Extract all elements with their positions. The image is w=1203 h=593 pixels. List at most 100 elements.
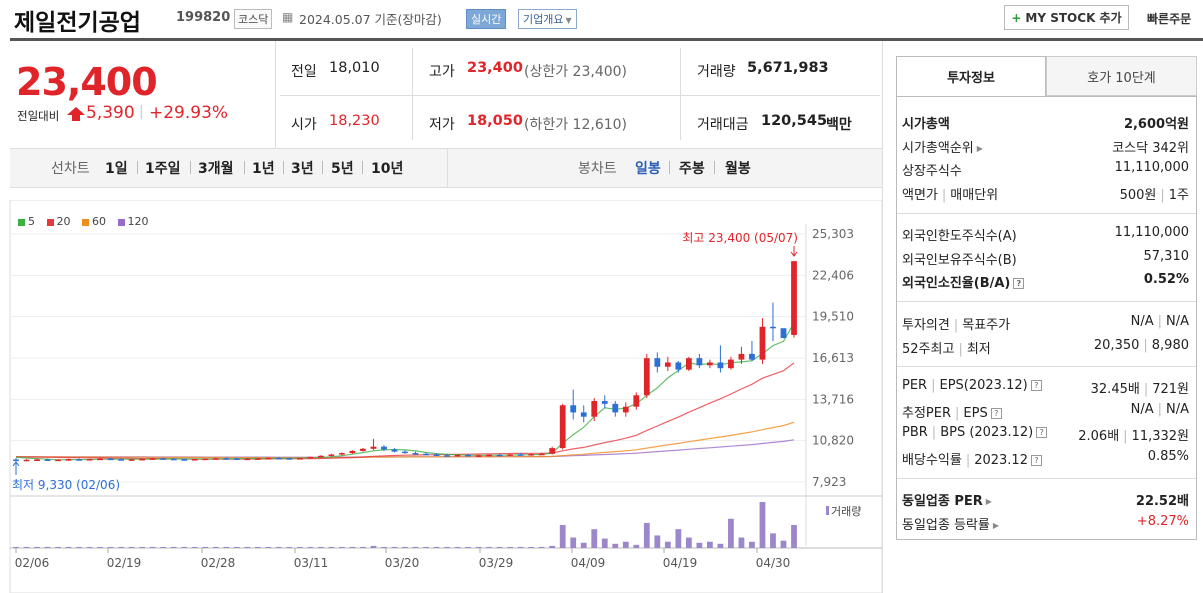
candle-body[interactable] bbox=[612, 403, 619, 413]
candle-body[interactable] bbox=[591, 400, 598, 417]
candle-body[interactable] bbox=[86, 459, 93, 461]
help-icon[interactable]: ? bbox=[1013, 278, 1025, 289]
candle-body[interactable] bbox=[97, 458, 103, 461]
candle-body[interactable] bbox=[55, 459, 61, 462]
candle-body[interactable] bbox=[254, 458, 261, 460]
help-icon[interactable]: ? bbox=[1036, 427, 1048, 438]
candle-body[interactable] bbox=[370, 446, 377, 449]
tab-1w[interactable]: 1주일 bbox=[145, 161, 181, 177]
tab-line-chart[interactable]: 선차트 bbox=[51, 161, 90, 177]
candle-body[interactable] bbox=[444, 455, 450, 457]
candle-body[interactable] bbox=[475, 455, 482, 457]
candle-body[interactable] bbox=[275, 457, 282, 460]
candle-body[interactable] bbox=[23, 459, 30, 462]
help-icon[interactable]: ? bbox=[990, 407, 1002, 419]
tab-monthly[interactable]: 월봉 bbox=[725, 161, 751, 177]
candle-body[interactable] bbox=[496, 454, 503, 457]
candle-body[interactable] bbox=[654, 358, 661, 367]
chevron-right-icon[interactable]: ▶ bbox=[976, 143, 983, 153]
realtime-button[interactable]: 실시간 bbox=[466, 9, 507, 29]
candle-body[interactable] bbox=[381, 446, 387, 450]
tab-1y[interactable]: 1년 bbox=[252, 161, 275, 177]
candle-body[interactable] bbox=[707, 362, 713, 366]
candle-body[interactable] bbox=[643, 358, 650, 396]
chevron-right-icon[interactable]: ▶ bbox=[985, 497, 992, 506]
tab-daily[interactable]: 일봉 bbox=[635, 161, 661, 177]
mystock-add-button[interactable]: + MY STOCK 추가 bbox=[1004, 5, 1129, 30]
candle-body[interactable] bbox=[160, 458, 167, 460]
candle-body[interactable] bbox=[391, 449, 398, 452]
candle-body[interactable] bbox=[759, 326, 766, 360]
candle-body[interactable] bbox=[601, 400, 608, 404]
candle-body[interactable] bbox=[339, 453, 345, 455]
candle-body[interactable] bbox=[44, 459, 51, 461]
candle-body[interactable] bbox=[717, 362, 724, 369]
candle-body[interactable] bbox=[685, 358, 692, 370]
tab-1d[interactable]: 1일 bbox=[105, 161, 128, 177]
candle-body[interactable] bbox=[728, 359, 734, 369]
candle-body[interactable] bbox=[633, 395, 640, 407]
candle-body[interactable] bbox=[507, 454, 514, 456]
candle-body[interactable] bbox=[402, 451, 408, 454]
candle-body[interactable] bbox=[486, 454, 492, 457]
candle-body[interactable] bbox=[454, 454, 461, 457]
candle-body[interactable] bbox=[570, 405, 577, 413]
candle-body[interactable] bbox=[675, 362, 682, 370]
candle-body[interactable] bbox=[307, 456, 314, 459]
tab-10y[interactable]: 10년 bbox=[371, 161, 404, 177]
company-info-dropdown[interactable]: 기업개요 ▼ bbox=[518, 9, 577, 29]
candle-body[interactable] bbox=[349, 450, 356, 454]
tab-candle-chart[interactable]: 봉차트 bbox=[578, 161, 617, 177]
candle-body[interactable] bbox=[622, 406, 629, 413]
candle-body[interactable] bbox=[76, 459, 82, 461]
quick-order-link[interactable]: 빠른주문 bbox=[1147, 12, 1192, 26]
candle-body[interactable] bbox=[360, 448, 366, 451]
candle-body[interactable] bbox=[433, 454, 440, 457]
candle-body[interactable] bbox=[780, 328, 787, 339]
candle-body[interactable] bbox=[528, 454, 535, 456]
candle-body[interactable] bbox=[328, 454, 335, 457]
candle-body[interactable] bbox=[749, 353, 755, 360]
candle-body[interactable] bbox=[128, 459, 135, 461]
candle-body[interactable] bbox=[538, 453, 545, 456]
tab-order-book[interactable]: 호가 10단계 bbox=[1046, 56, 1197, 96]
help-icon[interactable]: ? bbox=[1030, 380, 1042, 391]
chevron-right-icon[interactable]: ▶ bbox=[992, 520, 1000, 530]
candle-body[interactable] bbox=[580, 412, 587, 417]
candle-body[interactable] bbox=[233, 458, 240, 460]
candle-body[interactable] bbox=[286, 458, 293, 460]
candle-body[interactable] bbox=[65, 459, 72, 461]
candle-body[interactable] bbox=[265, 457, 272, 460]
candle-body[interactable] bbox=[139, 458, 146, 461]
candlestick-chart[interactable]: 25,303 22,406 19,510 16,613 13,716 10,820 7,92… bbox=[0, 200, 882, 593]
candle-body[interactable] bbox=[118, 459, 125, 461]
tab-5y[interactable]: 5년 bbox=[331, 161, 354, 177]
candle-body[interactable] bbox=[244, 458, 251, 461]
tab-3y[interactable]: 3년 bbox=[291, 161, 314, 177]
candle-body[interactable] bbox=[212, 458, 219, 460]
candle-body[interactable] bbox=[770, 326, 776, 329]
tab-3m[interactable]: 3개월 bbox=[198, 161, 234, 177]
candle-body[interactable] bbox=[34, 459, 40, 461]
candle-body[interactable] bbox=[170, 458, 177, 461]
candle-body[interactable] bbox=[202, 458, 209, 461]
help-icon[interactable]: ? bbox=[1030, 454, 1042, 466]
tab-weekly[interactable]: 주봉 bbox=[679, 161, 705, 177]
candle-body[interactable] bbox=[465, 454, 471, 457]
candle-body[interactable] bbox=[296, 458, 303, 460]
candle-body[interactable] bbox=[191, 459, 198, 461]
candle-body[interactable] bbox=[181, 459, 188, 461]
candle-body[interactable] bbox=[664, 362, 671, 367]
candle-body[interactable] bbox=[318, 455, 324, 458]
candle-body[interactable] bbox=[517, 454, 524, 456]
candle-body[interactable] bbox=[412, 453, 419, 455]
candle-body[interactable] bbox=[223, 458, 230, 460]
candle-body[interactable] bbox=[738, 353, 745, 360]
candle-body[interactable] bbox=[559, 405, 566, 449]
tab-investment-info[interactable]: 투자정보 bbox=[896, 56, 1046, 96]
candle-body[interactable] bbox=[696, 358, 703, 366]
candle-body[interactable] bbox=[13, 459, 19, 461]
candle-body[interactable] bbox=[549, 448, 556, 454]
candle-body[interactable] bbox=[107, 458, 114, 461]
candle-body[interactable] bbox=[149, 458, 156, 460]
